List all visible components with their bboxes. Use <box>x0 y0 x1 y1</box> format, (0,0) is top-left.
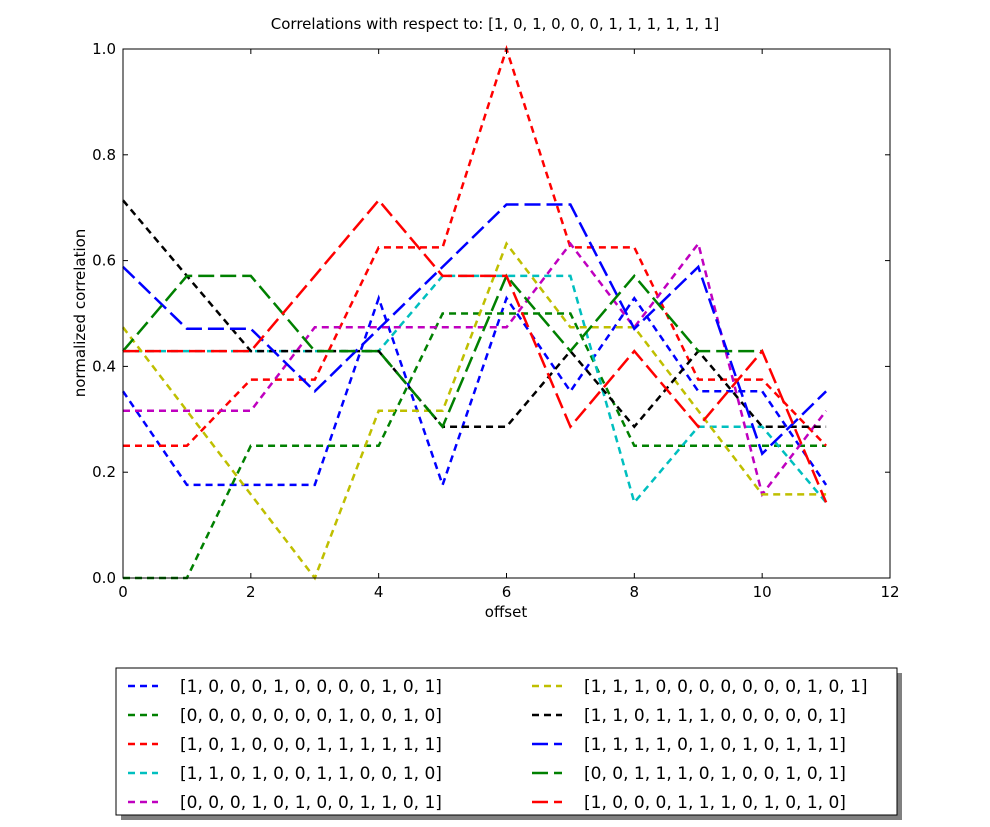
legend-label: [1, 1, 0, 1, 0, 0, 1, 1, 0, 0, 1, 0] <box>180 764 442 784</box>
legend: [1, 0, 0, 0, 1, 0, 0, 0, 0, 1, 0, 1] [0, … <box>115 667 902 820</box>
legend-label: [1, 1, 1, 0, 0, 0, 0, 0, 0, 0, 1, 0, 1] <box>584 677 868 697</box>
legend-label: [0, 0, 1, 1, 1, 0, 1, 0, 0, 1, 0, 1] <box>584 764 846 784</box>
series-layer <box>121 44 828 581</box>
series-line-9 <box>122 273 763 430</box>
legend-items: [1, 0, 0, 0, 1, 0, 0, 0, 0, 1, 0, 1] [0, … <box>128 677 868 813</box>
series-line-5 <box>123 240 828 498</box>
series-line-4 <box>123 274 828 506</box>
legend-label: [0, 0, 0, 0, 0, 0, 0, 1, 0, 0, 1, 0] <box>180 706 442 726</box>
plot-area-frame <box>122 48 891 579</box>
series-line-8 <box>122 203 827 456</box>
y-axis-label: normalized correlation <box>71 229 89 398</box>
series-line-1 <box>121 294 828 489</box>
legend-label: [1, 0, 0, 0, 1, 0, 0, 0, 0, 1, 0, 1] <box>180 677 442 697</box>
x-tick-label: 6 <box>502 583 512 601</box>
chart-title: Correlations with respect to: [1, 0, 1, … <box>271 15 719 33</box>
y-tick-label: 1.0 <box>92 40 116 58</box>
x-tick-label: 4 <box>374 583 384 601</box>
series-line-7 <box>122 199 827 429</box>
x-tick-label: 2 <box>246 583 256 601</box>
y-tick-label: 0.0 <box>92 569 116 587</box>
series-line-6 <box>122 241 827 581</box>
legend-label: [1, 0, 0, 0, 1, 1, 1, 0, 1, 0, 1, 0] <box>584 793 846 813</box>
legend-label: [1, 0, 1, 0, 0, 0, 1, 1, 1, 1, 1, 1] <box>180 735 442 755</box>
series-line-10 <box>123 198 828 503</box>
legend-label: [1, 1, 0, 1, 1, 1, 0, 0, 0, 0, 0, 1] <box>584 706 846 726</box>
x-tick-label: 0 <box>118 583 128 601</box>
x-axis-label: offset <box>485 603 528 621</box>
x-tick-label: 10 <box>753 583 772 601</box>
x-tick-label: 12 <box>880 583 899 601</box>
series-line-3 <box>123 44 827 448</box>
y-tick-label: 0.8 <box>92 146 116 164</box>
legend-label: [0, 0, 0, 1, 0, 1, 0, 0, 1, 1, 0, 1] <box>180 793 442 813</box>
legend-label: [1, 1, 1, 1, 0, 1, 0, 1, 0, 1, 1, 1] <box>584 735 846 755</box>
axis-ticks: 0 2 4 6 8 10 12 0.0 0.2 0.4 0.6 0.8 1.0 <box>92 40 899 601</box>
y-tick-label: 0.6 <box>92 252 116 270</box>
y-tick-label: 0.2 <box>92 463 116 481</box>
x-tick-label: 8 <box>630 583 640 601</box>
legend-box <box>115 667 898 816</box>
y-tick-label: 0.4 <box>92 357 116 375</box>
series-line-2 <box>123 312 827 580</box>
